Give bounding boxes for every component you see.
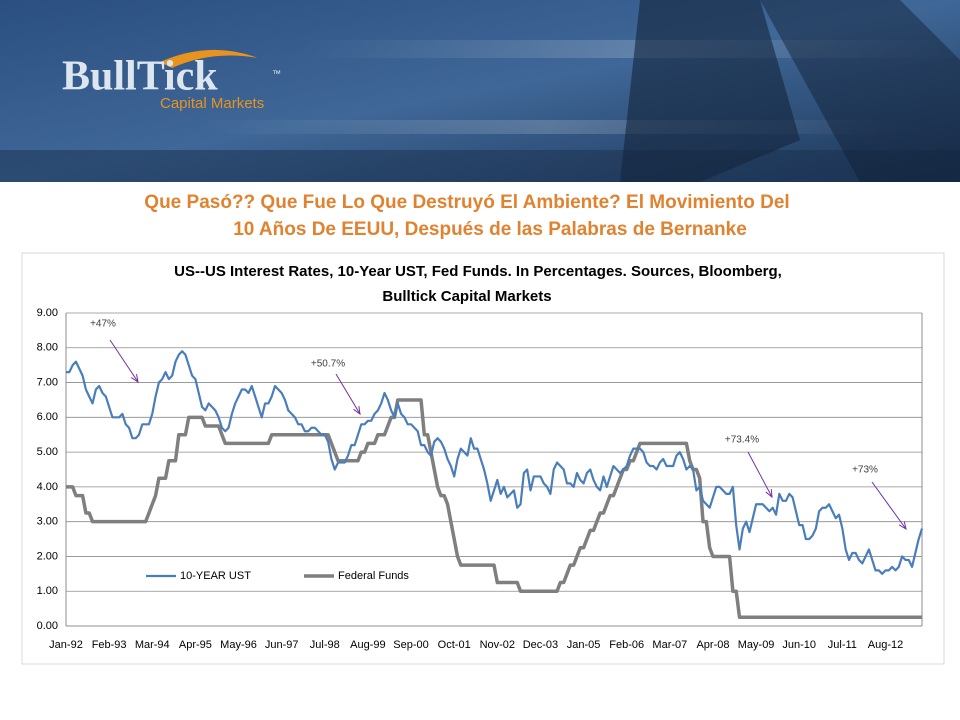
x-tick-label: Feb-93 [92,639,127,651]
x-tick-label: Apr-08 [696,639,729,651]
y-tick-label: 2.00 [37,550,58,562]
y-tick-label: 8.00 [37,342,58,354]
annotation: +50.7% [311,359,345,370]
y-tick-label: 1.00 [37,585,58,597]
logo-name: BullTick [62,54,218,100]
annotation: +73% [852,465,878,476]
x-tick-label: Dec-03 [523,639,558,651]
x-tick-label: May-96 [220,639,257,651]
x-tick-label: Apr-95 [179,639,212,651]
arrow-head [131,374,139,384]
annotation-arrow [871,481,907,530]
series-line [66,398,922,620]
x-tick-label: Jul-11 [828,639,857,651]
chart-title: Bulltick Capital Markets [382,288,551,305]
y-tick-label: 7.00 [37,376,58,388]
x-tick-label: Jan-92 [49,639,83,651]
y-tick-label: 4.00 [37,481,58,493]
x-tick-label: Aug-12 [868,639,903,651]
x-tick-label: Aug-99 [350,639,385,651]
annotation-arrow [747,451,773,498]
logo-swoosh [160,49,258,68]
y-tick-label: 5.00 [37,446,58,458]
annotation: +73.4% [725,435,759,446]
y-tick-label: 3.00 [37,516,58,528]
x-tick-label: Jun-10 [782,639,816,651]
x-tick-label: Jul-98 [310,639,340,651]
x-tick-label: Oct-01 [438,639,471,651]
series-line [66,350,924,575]
annotation-arrow [109,339,139,383]
x-tick-label: Feb-06 [609,639,644,651]
legend-label: Federal Funds [338,570,409,582]
x-tick-label: Jan-05 [567,639,601,651]
banner: BullTick ™ Capital Markets [0,0,960,182]
annotation-arrow [335,373,361,415]
chart-title: US--US Interest Rates, 10-Year UST, Fed … [174,263,782,280]
logo-subtitle: Capital Markets [160,95,264,112]
slide-title: Que Pasó?? Que Fue Lo Que Destruyó El Am… [144,192,789,213]
y-tick-label: 0.00 [37,620,58,632]
annotation: +47% [90,319,116,330]
legend-label: 10-YEAR UST [180,570,251,582]
arrow-head [353,406,361,416]
slide-title: 10 Años De EEUU, Después de las Palabras… [233,219,747,240]
y-tick-label: 6.00 [37,411,58,423]
chart-frame [21,252,945,665]
arrow-head [765,488,773,499]
x-tick-label: Mar-94 [135,639,170,651]
logo-tm: ™ [272,68,281,78]
x-tick-label: Sep-00 [393,639,428,651]
x-tick-label: Mar-07 [652,639,687,651]
arrow-head [898,521,907,531]
x-tick-label: Nov-02 [480,639,515,651]
x-tick-label: May-09 [738,639,775,651]
y-tick-label: 9.00 [37,307,58,319]
x-tick-label: Jun-97 [265,639,299,651]
plot: 0.00 1.00 2.00 3.00 4.00 5.00 6.00 7.00 8.00 9.00… [37,307,924,651]
